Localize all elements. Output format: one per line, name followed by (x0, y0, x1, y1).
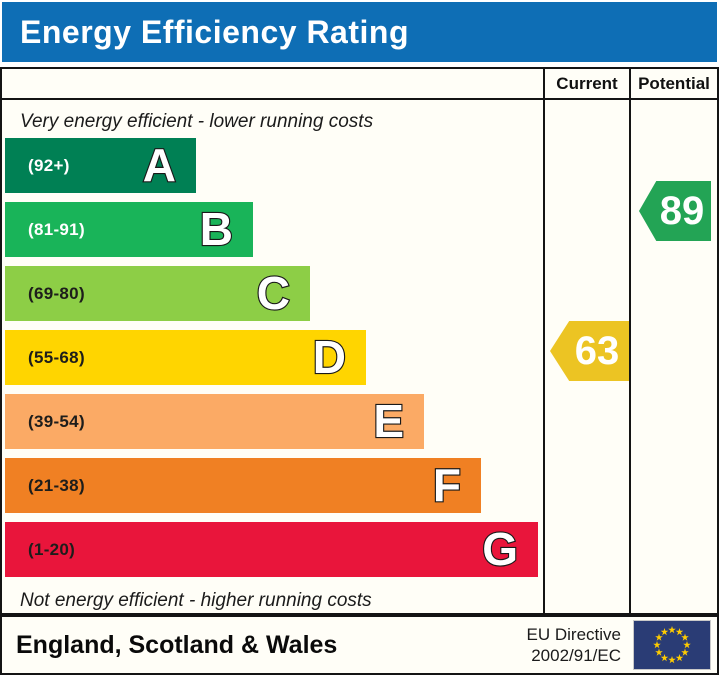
current-rating-value: 63 (574, 328, 620, 373)
band-letter-c: C (256, 266, 292, 320)
bottom-note: Not energy efficient - higher running co… (20, 590, 372, 611)
band-bar-f: (21-38) F (5, 458, 481, 513)
potential-rating-value: 89 (659, 188, 705, 233)
column-header-current: Current (543, 69, 629, 100)
region-label: England, Scotland & Wales (16, 630, 338, 659)
band-range-label-d: (55-68) (28, 347, 85, 367)
energy-rating-table: Current Potential Very energy efficient … (0, 67, 719, 615)
band-letter-f: F (432, 458, 462, 512)
eu-directive-line1: EU Directive (526, 625, 621, 644)
band-range-label-e: (39-54) (28, 411, 85, 431)
band-bar-b: (81-91) B (5, 202, 253, 257)
band-letter-d: D (312, 330, 348, 384)
band-letter-e: E (372, 394, 405, 448)
eu-flag-icon (633, 620, 711, 670)
band-list: (92+) A (81-91) B (69-80) C (55-68) D (39-54) E (2… (5, 138, 543, 577)
header-spacer (2, 69, 543, 100)
band-range-label-a: (92+) (28, 155, 70, 175)
band-letter-b: B (199, 202, 235, 256)
band-bar-d: (55-68) D (5, 330, 366, 385)
eu-directive-line2: 2002/91/EC (531, 646, 621, 665)
footer: England, Scotland & Wales EU Directive 2… (0, 615, 719, 675)
eu-directive-label: EU Directive 2002/91/EC (527, 624, 621, 666)
band-range-label-b: (81-91) (28, 219, 85, 239)
top-note: Very energy efficient - lower running co… (20, 111, 374, 132)
band-bar-g: (1-20) G (5, 522, 538, 577)
potential-column: 89 (629, 100, 717, 613)
band-letter-a: A (142, 138, 178, 192)
band-range-label-c: (69-80) (28, 283, 85, 303)
potential-rating-marker: 89 (639, 181, 711, 241)
column-header-potential: Potential (629, 69, 717, 100)
current-column: 63 (543, 100, 630, 613)
band-range-label-f: (21-38) (28, 475, 85, 495)
band-bar-e: (39-54) E (5, 394, 424, 449)
band-bar-a: (92+) A (5, 138, 196, 193)
band-chart-area: Very energy efficient - lower running co… (2, 100, 543, 613)
page-title: Energy Efficiency Rating (2, 2, 717, 62)
band-bar-c: (69-80) C (5, 266, 310, 321)
band-letter-g: G (481, 522, 519, 576)
band-range-label-g: (1-20) (28, 539, 76, 559)
current-rating-marker: 63 (550, 321, 630, 381)
